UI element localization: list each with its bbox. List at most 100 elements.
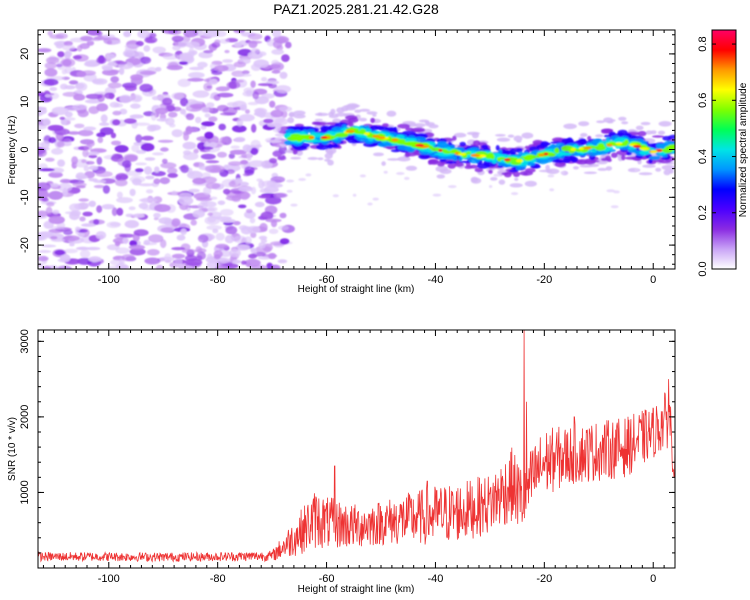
- spectrogram-faint-blob: [290, 203, 298, 207]
- spectrogram-signal-blob: [359, 108, 371, 112]
- spectrogram-signal-blob: [354, 109, 362, 113]
- spectrogram-signal-blob: [605, 166, 613, 171]
- spectrogram-peak-blob: [372, 134, 381, 138]
- spectrogram-noise-blob: [206, 225, 222, 231]
- spectrogram-noise-blob: [112, 110, 122, 116]
- spectrogram-noise-blob: [261, 93, 275, 99]
- spectrogram-noise-blob: [106, 221, 121, 229]
- spectrogram-signal-blob: [642, 164, 656, 168]
- spectrogram-noise-blob: [239, 191, 250, 200]
- spectrogram-noise-blob: [85, 161, 95, 165]
- spectrogram-noise-blob: [206, 253, 213, 260]
- spectrogram-faint-blob: [610, 205, 619, 209]
- spectrogram-signal-blob: [652, 135, 665, 138]
- spectrogram-noise-blob: [57, 51, 65, 58]
- spectrogram-noise-blob: [180, 228, 187, 235]
- spectrogram-noise-blob: [214, 65, 229, 72]
- spectrogram-noise-blob: [238, 204, 247, 209]
- spectrogram-noise-blob: [140, 143, 155, 152]
- spectrogram-noise-blob: [215, 86, 230, 92]
- spectrogram-signal-blob: [471, 132, 479, 139]
- spectrogram-noise-blob: [228, 153, 235, 159]
- spectrogram-noise-blob: [166, 64, 183, 71]
- spectrogram-signal-blob: [443, 155, 457, 160]
- spectrogram-signal-blob: [410, 129, 425, 132]
- spectrogram-noise-blob: [258, 180, 265, 189]
- spectrogram-noise-blob: [114, 145, 129, 153]
- spectrogram-signal-blob: [469, 164, 478, 169]
- spectrogram-noise-blob: [41, 244, 57, 248]
- spectrogram-noise-blob: [106, 40, 113, 45]
- spectrogram-noise-blob: [148, 32, 157, 38]
- spectrogram-noise-blob: [109, 101, 120, 108]
- spectrogram-noise-blob: [171, 190, 177, 196]
- spectrogram-noise-blob: [110, 76, 120, 83]
- spectrogram-noise-blob: [220, 112, 236, 116]
- spectrogram-noise-blob: [205, 160, 220, 164]
- spectrogram-noise-blob: [69, 203, 82, 212]
- spectrogram-signal-blob: [573, 166, 579, 170]
- spectrogram-noise-blob: [246, 225, 261, 234]
- spectrogram-noise-blob: [178, 196, 194, 206]
- spectrogram-noise-blob: [277, 156, 287, 161]
- spectrogram-noise-blob: [102, 66, 113, 71]
- spectrogram-noise-blob: [185, 258, 203, 267]
- spectrogram-noise-blob: [265, 218, 282, 223]
- snr-x-tick-label: -100: [98, 573, 120, 585]
- spectrogram-noise-blob: [244, 166, 255, 174]
- spectrogram-noise-blob: [115, 247, 130, 254]
- spectrogram-noise-blob: [217, 92, 234, 98]
- spectrogram-signal-blob: [592, 139, 598, 143]
- spectrogram-signal-blob: [661, 164, 675, 171]
- spectrogram-noise-blob: [38, 262, 44, 268]
- spectrogram-noise-blob: [245, 208, 253, 214]
- spectrogram-x-tick-label: -20: [536, 274, 552, 286]
- spectrogram-noise-blob: [185, 125, 193, 135]
- spectrogram-signal-blob: [413, 136, 426, 142]
- spectrogram-noise-blob: [196, 197, 213, 202]
- spectrogram-faint-blob: [448, 185, 457, 189]
- spectrogram-signal-blob: [385, 126, 398, 132]
- spectrogram-signal-blob: [509, 183, 523, 188]
- spectrogram-signal-blob: [397, 123, 410, 129]
- spectrogram-noise-blob: [128, 244, 146, 250]
- spectrogram-noise-blob: [88, 106, 100, 115]
- spectrogram-noise-blob: [187, 50, 196, 57]
- spectrogram-noise-blob: [177, 78, 191, 88]
- spectrogram-noise-blob: [112, 119, 121, 126]
- spectrogram-noise-blob: [205, 164, 221, 174]
- spectrogram-noise-blob: [215, 265, 229, 269]
- spectrogram-peak-blob: [632, 144, 642, 148]
- spectrogram-noise-blob: [203, 50, 214, 54]
- spectrogram-y-tick-label: -10: [19, 189, 31, 205]
- spectrogram-y-tick-label: 10: [19, 96, 31, 108]
- spectrogram-signal-blob: [496, 137, 511, 142]
- spectrogram-noise-blob: [38, 231, 54, 238]
- spectrogram-signal-blob: [454, 162, 464, 167]
- spectrogram-signal-blob: [597, 143, 605, 148]
- snr-line: [38, 330, 675, 563]
- spectrogram-peak-blob: [438, 148, 443, 152]
- spectrogram-noise-blob: [76, 246, 89, 250]
- spectrogram-noise-blob: [266, 180, 277, 188]
- spectrogram-signal-blob: [372, 114, 377, 117]
- spectrogram-noise-blob: [246, 152, 252, 161]
- spectrogram-noise-blob: [214, 39, 221, 45]
- spectrogram-noise-blob: [57, 159, 66, 167]
- spectrogram-x-tick-label: 0: [650, 274, 656, 286]
- spectrogram-noise-blob: [279, 71, 288, 79]
- spectrogram-noise-blob: [160, 147, 169, 152]
- spectrogram-noise-blob: [250, 248, 257, 253]
- spectrogram-noise-blob: [85, 93, 103, 100]
- spectrogram-noise-blob: [123, 30, 132, 38]
- spectrogram-noise-blob: [68, 80, 79, 85]
- spectrogram-noise-blob: [233, 61, 246, 68]
- spectrogram-signal-blob: [373, 152, 384, 157]
- spectrogram-noise-blob: [171, 253, 186, 259]
- spectrogram-noise-blob: [225, 226, 238, 235]
- spectrogram-signal-blob: [551, 159, 566, 163]
- spectrogram-faint-blob: [549, 188, 555, 192]
- spectrogram-noise-blob: [258, 195, 271, 199]
- spectrogram-noise-blob: [88, 256, 102, 263]
- spectrogram-noise-blob: [266, 139, 282, 143]
